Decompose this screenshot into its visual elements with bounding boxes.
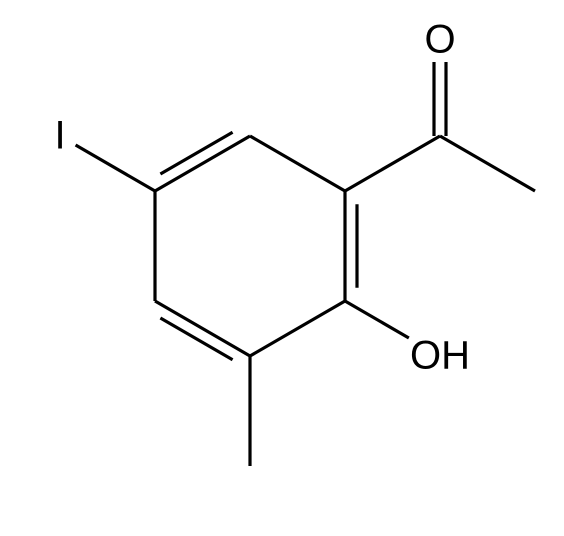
atom-label-i: I <box>54 114 65 158</box>
atom-label-oho: OH <box>410 334 470 378</box>
molecule-diagram: I OH O <box>0 0 564 536</box>
atom-label-o: O <box>424 18 455 62</box>
